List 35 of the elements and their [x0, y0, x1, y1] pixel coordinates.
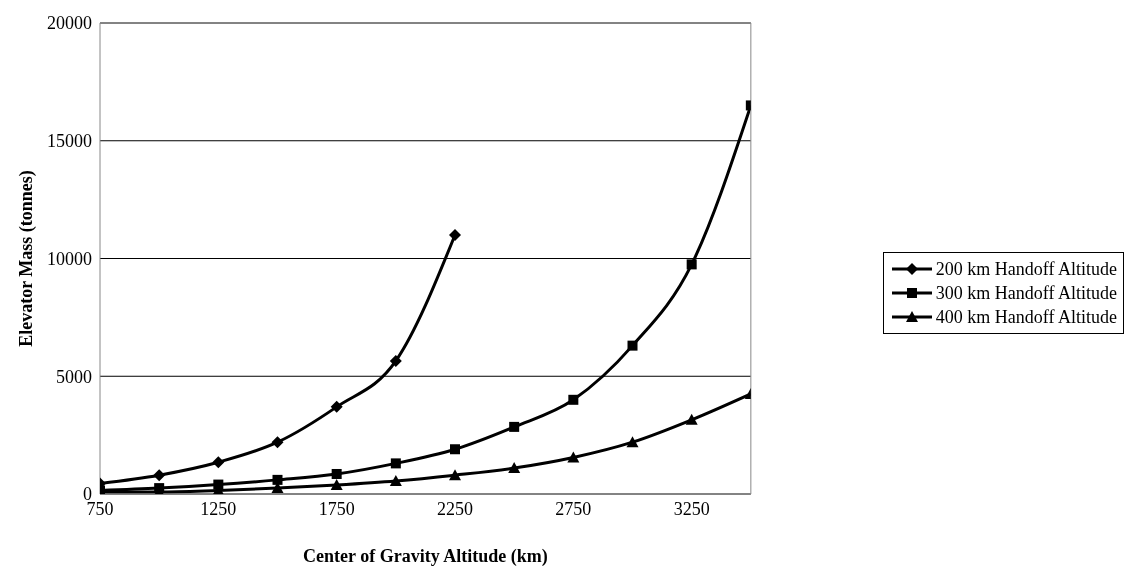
x-tick-label: 1250 [200, 498, 237, 519]
x-tick-label: 2250 [437, 498, 474, 519]
point [153, 469, 166, 482]
point [449, 228, 462, 241]
point [330, 479, 343, 491]
point [626, 436, 639, 448]
y-tick-label: 5000 [56, 366, 92, 387]
y-tick-label: 15000 [47, 131, 92, 152]
point [509, 421, 520, 432]
point [389, 475, 402, 487]
point [272, 474, 283, 485]
point [627, 340, 638, 351]
point [508, 462, 521, 474]
point [390, 458, 401, 469]
legend-label: 400 km Handoff Altitude [935, 306, 1117, 328]
point [212, 456, 225, 469]
point [449, 469, 462, 481]
point [685, 413, 698, 425]
point [567, 451, 580, 463]
x-tick-label: 2750 [555, 498, 592, 519]
point [271, 436, 284, 449]
point [568, 394, 579, 405]
point [686, 259, 697, 270]
y-tick-label: 20000 [47, 13, 92, 34]
legend-label: 300 km Handoff Altitude [935, 282, 1117, 304]
legend-label: 200 km Handoff Altitude [935, 258, 1117, 280]
point [331, 468, 342, 479]
x-tick-label: 3250 [673, 498, 710, 519]
x-axis-title: Center of Gravity Altitude (km) [303, 546, 548, 567]
point [450, 444, 461, 455]
x-tick-label: 1750 [318, 498, 355, 519]
y-tick-label: 10000 [47, 248, 92, 269]
y-axis-title: Elevator Mass (tonnes) [16, 170, 38, 347]
point [389, 354, 402, 367]
point [330, 400, 343, 413]
